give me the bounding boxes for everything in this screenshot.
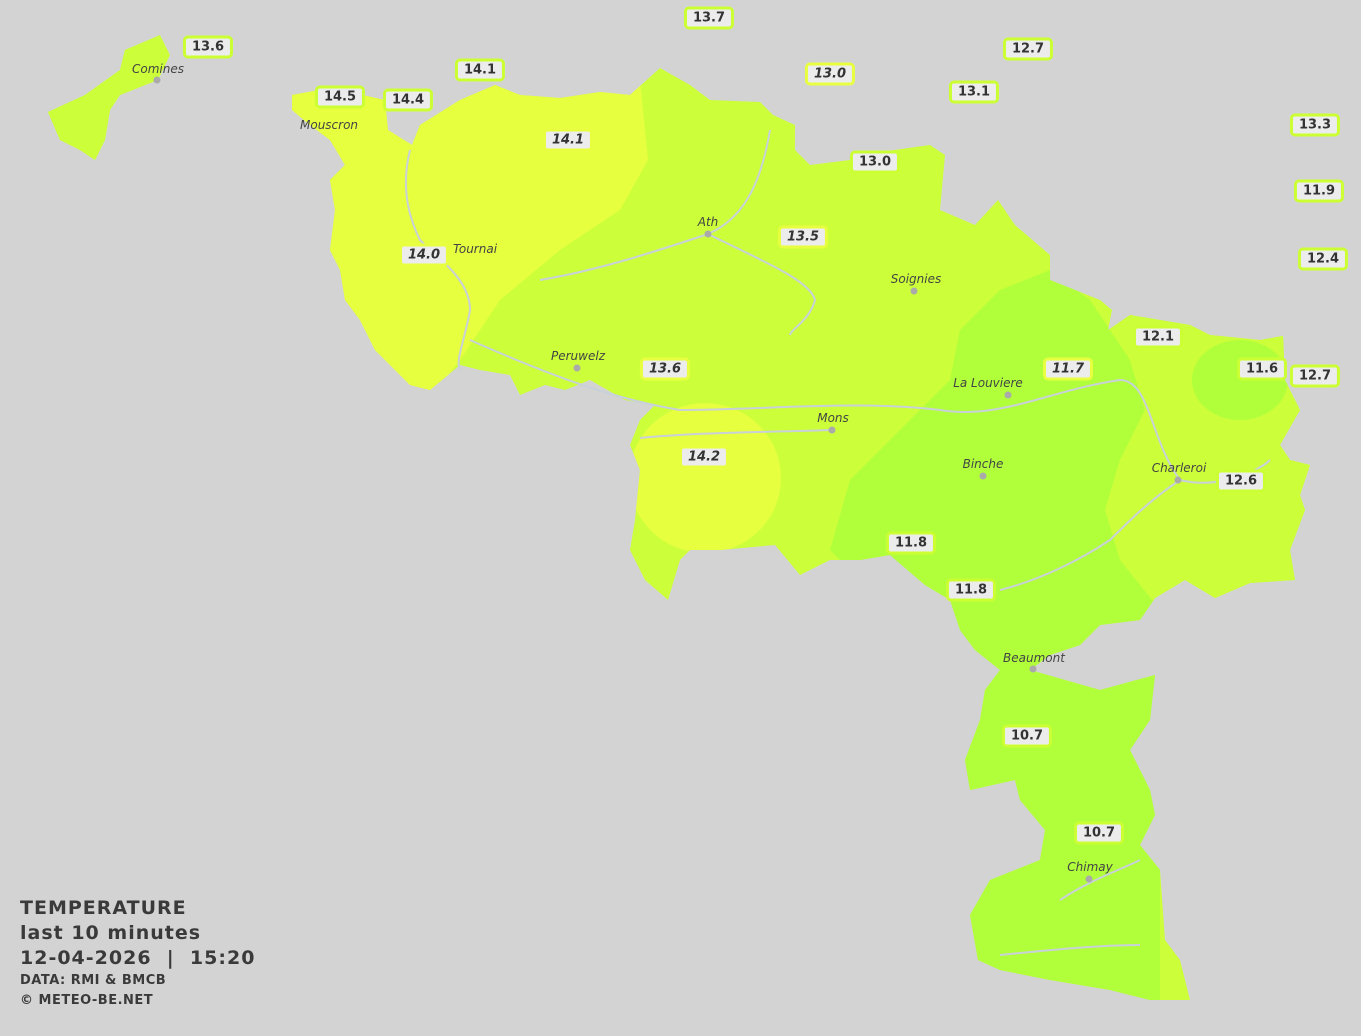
city-dot (1085, 875, 1093, 883)
city-beaumont: Beaumont (1003, 651, 1065, 665)
station-label[interactable]: 14.0 (398, 243, 450, 267)
station-label[interactable]: 12.4 (1297, 247, 1349, 271)
city-comines: Comines (132, 62, 184, 76)
city-dot (1174, 476, 1182, 484)
station-label[interactable]: 12.7 (1289, 364, 1341, 388)
city-dot (910, 287, 918, 295)
station-label[interactable]: 14.5 (314, 85, 366, 109)
station-label[interactable]: 13.7 (683, 6, 735, 30)
city-charleroi: Charleroi (1151, 461, 1207, 475)
station-label[interactable]: 13.1 (948, 80, 1000, 104)
station-label[interactable]: 13.0 (804, 62, 856, 86)
legend-source: DATA: RMI & BMCB (20, 973, 167, 988)
legend-copyright: © METEO-BE.NET (20, 993, 154, 1008)
city-dot (828, 426, 836, 434)
city-chimay: Chimay (1067, 860, 1113, 874)
city-mons: Mons (817, 411, 849, 425)
city-dot (153, 76, 161, 84)
station-label[interactable]: 13.5 (777, 225, 829, 249)
city-dot (979, 472, 987, 480)
station-label[interactable]: 12.1 (1132, 325, 1184, 349)
city-peruwelz: Peruwelz (551, 349, 605, 363)
city-la-louviere: La Louviere (953, 376, 1023, 390)
station-label[interactable]: 11.8 (945, 578, 997, 602)
station-label[interactable]: 13.3 (1289, 113, 1341, 137)
city-dot (573, 364, 581, 372)
station-label[interactable]: 11.7 (1042, 357, 1094, 381)
station-label[interactable]: 13.6 (639, 357, 691, 381)
city-dot (1004, 391, 1012, 399)
city-tournai: Tournai (453, 242, 498, 256)
station-label[interactable]: 12.7 (1002, 37, 1054, 61)
station-label[interactable]: 11.8 (885, 531, 937, 555)
zone-warm-west (280, 80, 648, 400)
city-ath: Ath (697, 215, 719, 229)
city-binche: Binche (962, 457, 1004, 471)
station-label[interactable]: 10.7 (1001, 724, 1053, 748)
station-label[interactable]: 12.6 (1215, 469, 1267, 493)
legend-datetime: 12-04-2026 | 15:20 (20, 947, 256, 969)
station-label[interactable]: 14.4 (382, 88, 434, 112)
legend-period: last 10 minutes (20, 922, 202, 944)
station-label[interactable]: 13.6 (182, 35, 234, 59)
station-label[interactable]: 14.2 (678, 445, 730, 469)
station-label[interactable]: 13.0 (849, 150, 901, 174)
city-soignies: Soignies (890, 272, 942, 286)
station-label[interactable]: 14.1 (542, 128, 594, 152)
map-legend: TEMPERATURE last 10 minutes 12-04-2026 |… (20, 896, 255, 1011)
station-label[interactable]: 10.7 (1073, 821, 1125, 845)
city-dot (704, 230, 712, 238)
station-label[interactable]: 11.9 (1293, 179, 1345, 203)
city-dot (1029, 665, 1037, 673)
station-label[interactable]: 11.6 (1236, 357, 1288, 381)
station-label[interactable]: 14.1 (454, 58, 506, 82)
city-mouscron: Mouscron (300, 118, 359, 132)
legend-title: TEMPERATURE (20, 897, 187, 919)
zone-warm-south (629, 403, 781, 553)
